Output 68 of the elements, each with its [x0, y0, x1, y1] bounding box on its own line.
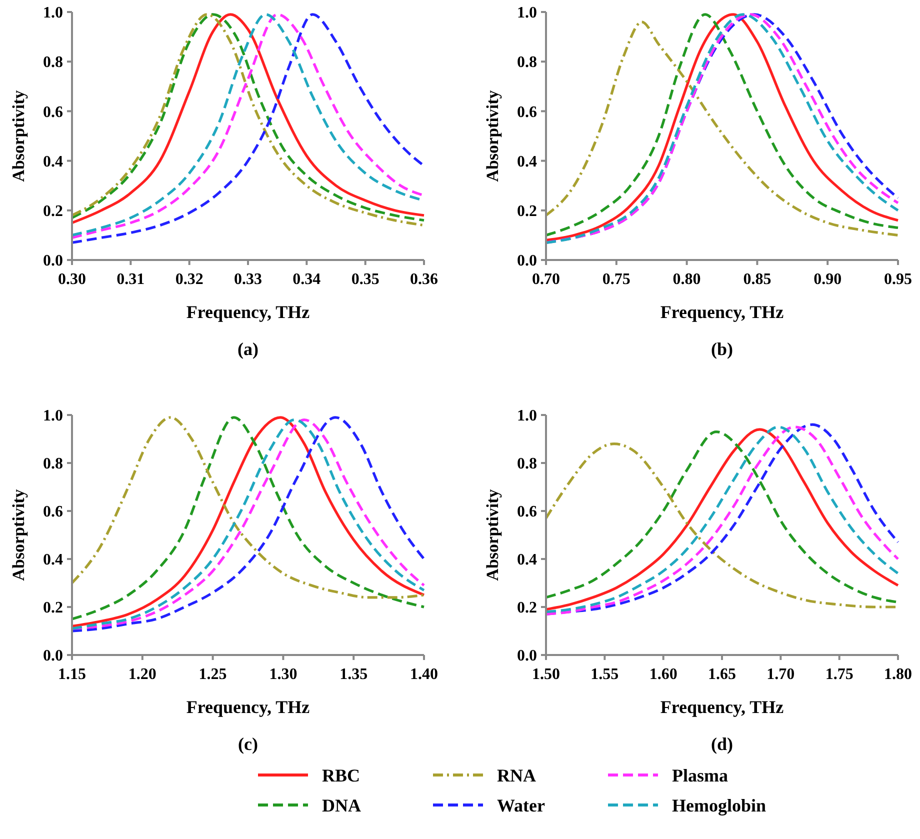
x-tick-label: 0.90 — [814, 271, 842, 288]
text: (b) — [711, 339, 734, 359]
y-tick-label: 0.0 — [43, 252, 63, 270]
x-tick-label: 1.60 — [649, 666, 678, 683]
y-tick-label: 0.0 — [517, 252, 537, 270]
text: (d) — [711, 734, 734, 754]
x-tick-label: 0.75 — [602, 271, 630, 288]
x-tick-label: 0.80 — [672, 271, 701, 288]
x-tick-label: 0.32 — [175, 271, 204, 288]
y-tick-label: 0.8 — [517, 456, 537, 473]
legend-label: RNA — [497, 765, 536, 786]
y-tick-label: 0.2 — [43, 600, 63, 617]
x-tick-label: 0.34 — [292, 271, 321, 288]
y-tick-label: 0.0 — [517, 648, 537, 665]
x-axis-title: Frequency, THz — [660, 697, 784, 717]
legend-label: Water — [497, 795, 545, 816]
y-axis-title: Absorptivity — [483, 90, 502, 182]
x-tick-label: 0.31 — [116, 271, 145, 288]
x-tick-label: 1.20 — [128, 666, 156, 683]
x-tick-label: 0.95 — [884, 271, 912, 288]
y-tick-label: 0.2 — [517, 600, 537, 617]
x-axis-title: Frequency, THz — [186, 697, 310, 717]
x-tick-label: 1.30 — [269, 666, 298, 683]
x-tick-label: 1.50 — [532, 666, 560, 683]
x-tick-label: 0.85 — [743, 271, 772, 288]
y-tick-label: 0.4 — [43, 153, 63, 170]
x-tick-label: 0.35 — [351, 271, 380, 288]
x-tick-label: 1.55 — [590, 666, 619, 683]
x-tick-label: 0.30 — [58, 271, 86, 288]
y-tick-label: 0.6 — [43, 504, 63, 521]
y-tick-label: 1.0 — [43, 4, 63, 22]
x-axis-title: Frequency, THz — [186, 302, 310, 322]
x-tick-label: 0.36 — [410, 271, 438, 288]
x-tick-label: 1.65 — [708, 666, 736, 683]
y-tick-label: 0.8 — [43, 54, 63, 72]
y-axis-title: Absorptivity — [9, 488, 28, 581]
y-tick-label: 0.4 — [517, 552, 537, 569]
text: (c) — [238, 734, 258, 754]
y-axis-title: Absorptivity — [9, 90, 28, 182]
x-axis-title: Frequency, THz — [660, 302, 784, 322]
y-tick-label: 0.2 — [517, 203, 537, 220]
legend-label: Plasma — [672, 765, 728, 786]
y-tick-label: 0.6 — [517, 504, 537, 521]
legend-label: DNA — [322, 795, 361, 816]
legend-label: RBC — [322, 765, 360, 786]
x-tick-label: 1.15 — [58, 666, 86, 683]
x-tick-label: 1.40 — [410, 666, 438, 683]
y-tick-label: 0.8 — [43, 456, 63, 473]
y-tick-label: 1.0 — [43, 408, 63, 425]
x-tick-label: 1.70 — [766, 666, 795, 683]
y-tick-label: 0.2 — [43, 203, 63, 220]
y-tick-label: 0.4 — [43, 552, 63, 569]
y-tick-label: 0.0 — [43, 648, 63, 665]
y-tick-label: 1.0 — [517, 408, 537, 425]
x-tick-label: 0.70 — [532, 271, 560, 288]
x-tick-label: 1.80 — [884, 666, 912, 683]
y-tick-label: 0.8 — [517, 54, 537, 72]
y-tick-label: 0.6 — [43, 104, 63, 121]
y-tick-label: 0.6 — [517, 104, 537, 121]
y-tick-label: 0.4 — [517, 153, 537, 170]
x-tick-label: 1.35 — [340, 666, 368, 683]
y-tick-label: 1.0 — [517, 4, 537, 22]
y-axis-title: Absorptivity — [483, 488, 502, 581]
legend-label: Hemoglobin — [672, 795, 766, 816]
x-tick-label: 1.75 — [825, 666, 854, 683]
x-tick-label: 0.33 — [234, 271, 262, 288]
text: (a) — [238, 339, 258, 359]
x-tick-label: 1.25 — [198, 666, 227, 683]
